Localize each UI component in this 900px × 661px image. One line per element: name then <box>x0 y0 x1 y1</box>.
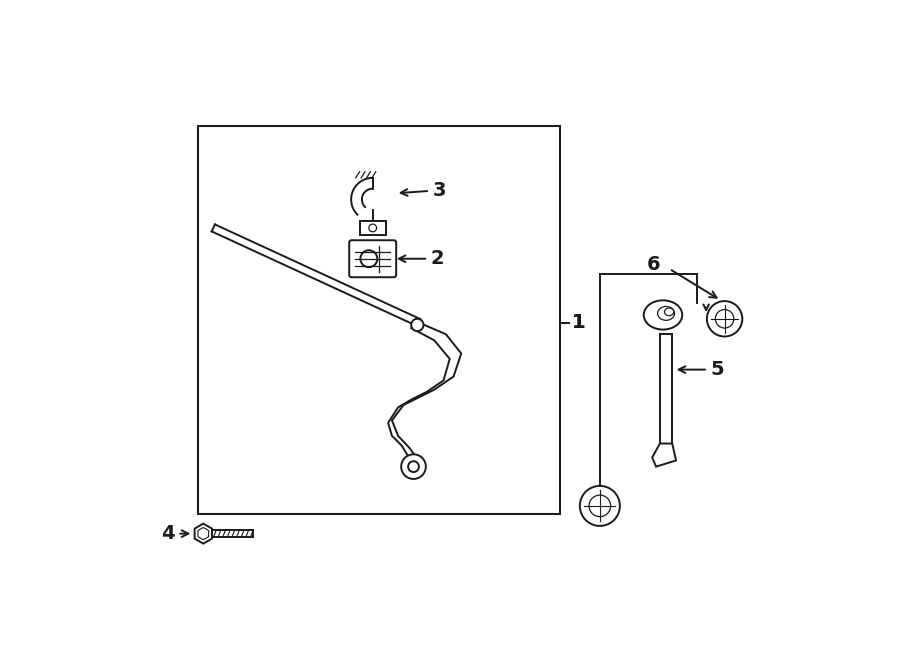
Circle shape <box>706 301 742 336</box>
Polygon shape <box>198 527 209 540</box>
Text: 6: 6 <box>647 255 661 274</box>
Circle shape <box>401 454 426 479</box>
Circle shape <box>408 461 418 472</box>
Circle shape <box>369 224 376 232</box>
Circle shape <box>360 251 377 267</box>
Polygon shape <box>194 524 212 543</box>
Polygon shape <box>652 444 676 467</box>
Ellipse shape <box>664 308 674 316</box>
Circle shape <box>580 486 620 526</box>
Bar <box>198 126 560 514</box>
Circle shape <box>411 319 424 331</box>
Text: 1: 1 <box>572 313 585 332</box>
Text: 5: 5 <box>679 360 725 379</box>
Bar <box>360 221 386 235</box>
Ellipse shape <box>644 300 682 330</box>
Circle shape <box>716 309 733 328</box>
Ellipse shape <box>658 307 674 321</box>
Text: 3: 3 <box>400 180 446 200</box>
Text: 4: 4 <box>161 524 188 543</box>
Text: 1: 1 <box>572 313 585 332</box>
Circle shape <box>590 495 610 517</box>
FancyBboxPatch shape <box>349 240 396 277</box>
Text: 2: 2 <box>399 249 445 268</box>
